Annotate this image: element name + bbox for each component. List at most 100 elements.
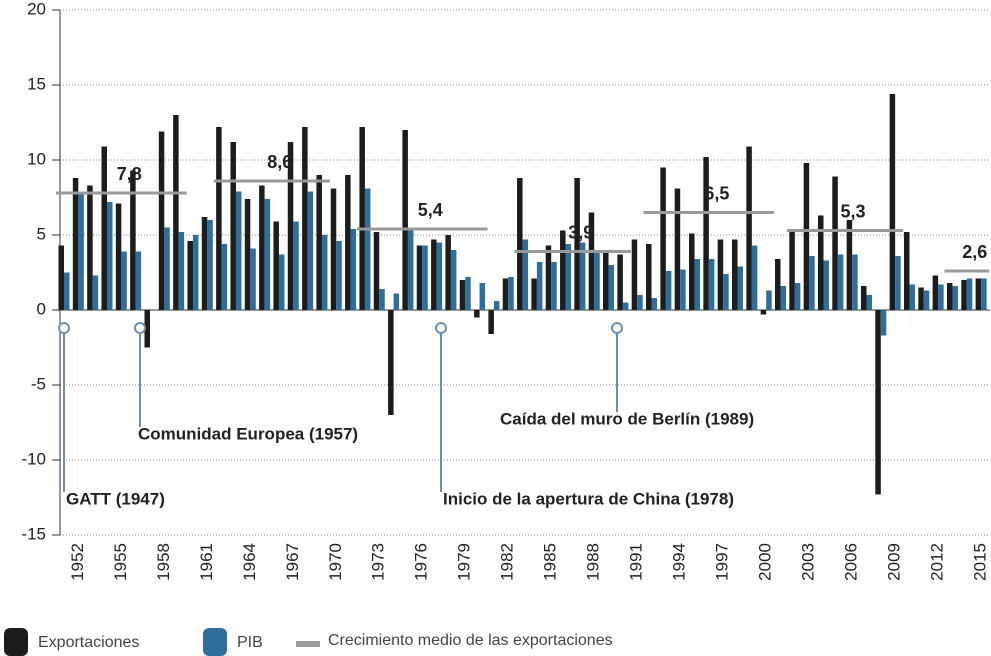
x-tick-label: 2009 <box>885 543 904 581</box>
bar <box>58 245 64 310</box>
bar <box>359 127 365 310</box>
bar <box>72 178 79 310</box>
bar <box>517 178 523 310</box>
bar <box>221 244 228 310</box>
bar <box>92 275 99 310</box>
bar <box>101 146 107 310</box>
bar <box>832 176 838 310</box>
bar <box>637 295 643 310</box>
annotation-marker <box>435 322 447 334</box>
bar <box>746 146 752 310</box>
y-tick-label: -10 <box>21 449 46 468</box>
bar <box>694 259 701 310</box>
bar <box>450 250 457 310</box>
bar <box>717 239 724 310</box>
bar <box>846 220 853 310</box>
bar <box>293 221 299 310</box>
bar <box>966 278 973 310</box>
bar <box>775 259 781 310</box>
x-tick-label: 1964 <box>240 543 259 581</box>
bar <box>416 245 423 310</box>
bar <box>230 142 236 310</box>
average-label: 2,6 <box>962 242 987 262</box>
y-tick-label: -5 <box>31 374 46 393</box>
bar <box>889 94 896 310</box>
bar <box>431 239 437 310</box>
bar <box>264 199 271 310</box>
bar <box>364 188 371 310</box>
bar <box>330 188 337 310</box>
legend-label: Exportaciones <box>38 634 139 651</box>
bar <box>837 254 844 310</box>
legend-label: Crecimiento medio de las exportaciones <box>328 632 613 649</box>
bar <box>809 256 815 310</box>
bar <box>560 230 566 310</box>
bar <box>488 310 494 334</box>
bar <box>665 271 672 310</box>
annotation-marker <box>134 322 146 334</box>
x-tick-label: 1994 <box>670 543 689 581</box>
bar <box>316 175 322 310</box>
bar <box>545 245 552 310</box>
x-tick-label: 1985 <box>541 543 560 581</box>
bar <box>622 302 629 310</box>
bar <box>402 130 408 310</box>
bar <box>336 241 342 310</box>
bar <box>465 277 471 310</box>
bar <box>445 235 451 310</box>
bar <box>703 157 709 310</box>
x-tick-label: 1976 <box>412 543 431 581</box>
bar <box>273 221 279 310</box>
bar <box>522 239 529 310</box>
bar <box>287 142 294 310</box>
bar <box>135 251 142 310</box>
bar <box>345 175 351 310</box>
bar <box>474 310 480 318</box>
bar <box>923 290 930 310</box>
bar <box>751 245 758 310</box>
average-label: 5,3 <box>840 201 865 221</box>
bar <box>531 278 537 310</box>
x-tick-label: 1970 <box>326 543 345 581</box>
annotation-label: Caída del muro de Berlín (1989) <box>500 409 754 428</box>
x-tick-label: 1988 <box>584 543 603 581</box>
bar <box>64 272 70 310</box>
bar <box>121 251 127 310</box>
bar <box>493 301 500 310</box>
x-tick-label: 2003 <box>799 543 818 581</box>
bar <box>158 131 165 310</box>
bar <box>903 232 910 310</box>
bar <box>708 259 715 310</box>
bar <box>603 250 609 310</box>
bar <box>780 286 786 310</box>
bar <box>617 254 623 310</box>
y-tick-label: 10 <box>27 149 46 168</box>
bar <box>373 232 380 310</box>
bar <box>78 191 84 310</box>
bar <box>259 185 265 310</box>
annotation-label: Comunidad Europea (1957) <box>138 424 358 443</box>
bar <box>502 278 509 310</box>
y-tick-label: -15 <box>21 524 46 543</box>
average-label: 3,9 <box>568 222 593 242</box>
bar <box>574 178 580 310</box>
bar <box>422 245 428 310</box>
bar <box>860 286 867 310</box>
x-tick-label: 1955 <box>111 543 130 581</box>
bar <box>909 284 915 310</box>
bar <box>680 269 686 310</box>
bar <box>379 289 385 310</box>
x-tick-label: 2006 <box>842 543 861 581</box>
bar <box>817 215 824 310</box>
bar <box>946 283 953 310</box>
y-tick-label: 0 <box>37 299 46 318</box>
bar <box>689 233 695 310</box>
bar <box>866 295 872 310</box>
x-tick-label: 1973 <box>369 543 388 581</box>
bar <box>178 232 185 310</box>
y-tick-label: 20 <box>27 0 46 18</box>
bar <box>852 254 858 310</box>
x-tick-label: 2000 <box>756 543 775 581</box>
bar <box>350 229 357 310</box>
bar <box>565 244 572 310</box>
